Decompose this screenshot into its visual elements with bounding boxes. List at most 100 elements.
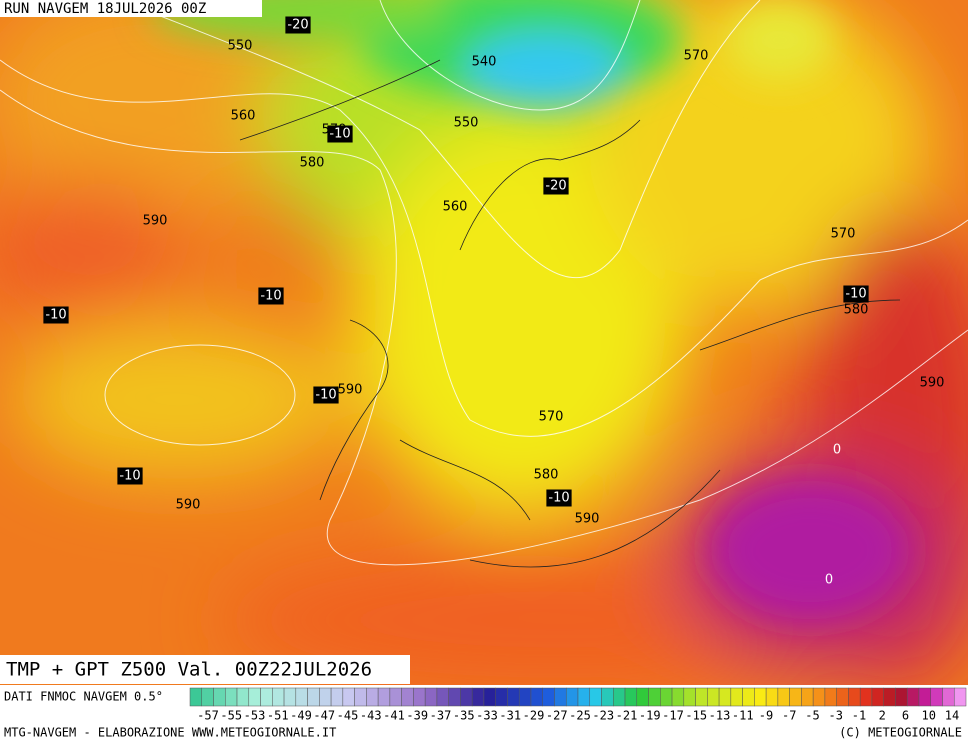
isotherm-label-box xyxy=(543,177,569,195)
contour-label: 540 xyxy=(472,55,497,70)
colorbar-label: -51 xyxy=(267,709,289,723)
isotherm-label-box xyxy=(327,125,353,143)
isotherm-label-box xyxy=(43,306,69,324)
colorbar-label: -37 xyxy=(430,709,452,723)
colorbar-label: -29 xyxy=(523,709,545,723)
isotherm-labels: -20 -20 -10 -10 -10 -10 -10 -10 -10 0 0 xyxy=(43,16,869,588)
colorbar-label: -1 xyxy=(852,709,866,723)
colorbar-label: -35 xyxy=(453,709,475,723)
colorbar-cell xyxy=(518,687,532,707)
isotherm-label-box xyxy=(313,386,339,404)
colorbar-cell xyxy=(777,687,790,707)
colorbar-label: -11 xyxy=(732,709,754,723)
contour-label: 580 xyxy=(844,303,869,318)
isotherm-label-box xyxy=(546,489,572,507)
colorbar-label: -49 xyxy=(290,709,312,723)
colorbar-cell xyxy=(225,687,238,707)
colorbar-cell xyxy=(342,687,355,707)
contour-label: 560 xyxy=(231,109,256,124)
colorbar-cell xyxy=(707,687,720,707)
colorbar-cell xyxy=(377,687,391,707)
colorbar-cell xyxy=(495,687,508,707)
colorbar-cell xyxy=(824,687,837,707)
colorbar-cell xyxy=(213,687,226,707)
colorbar-cell xyxy=(401,687,414,707)
isotherm-label-box xyxy=(285,16,311,34)
colorbar-cell xyxy=(366,687,379,707)
contour-label: 550 xyxy=(454,116,479,131)
contour-label: 570 xyxy=(831,227,856,242)
isohypse-labels: 550 540 570 560 570 550 580 560 590 570 … xyxy=(143,39,945,527)
colorbar-cell xyxy=(201,687,214,707)
colorbar-cell xyxy=(354,687,367,707)
isotherm-label: -10 xyxy=(329,127,350,142)
colorbar-label: -3 xyxy=(829,709,843,723)
isotherm-label-box xyxy=(258,287,284,305)
isotherm-label: -10 xyxy=(315,388,336,403)
contour-label: 590 xyxy=(338,383,363,398)
colorbar-cell xyxy=(507,687,520,707)
colorbar-label: 14 xyxy=(945,709,959,723)
coastlines xyxy=(239,59,901,568)
temperature-field xyxy=(0,0,968,690)
contour-label: 560 xyxy=(443,200,468,215)
footer-right: (C) METEOGIORNALE xyxy=(839,726,962,740)
colorbar-cell xyxy=(754,687,767,707)
colorbar-label: -53 xyxy=(244,709,266,723)
colorbar-cell xyxy=(248,687,261,707)
colorbar-cell xyxy=(624,687,638,707)
colorbar-cell xyxy=(765,687,779,707)
isotherm-label-box xyxy=(117,467,143,485)
colorbar-cell xyxy=(260,687,273,707)
colorbar-cell xyxy=(330,687,344,707)
colorbar-cell xyxy=(895,687,908,707)
run-box xyxy=(0,0,262,17)
colorbar-cell xyxy=(730,687,743,707)
colorbar-cell xyxy=(671,687,685,707)
colorbar-cell xyxy=(577,687,591,707)
colorbar-cell xyxy=(436,687,449,707)
isotherm-label: -20 xyxy=(287,18,308,33)
colorbar-cell xyxy=(530,687,543,707)
colorbar-cell xyxy=(272,687,285,707)
colorbar-label: -39 xyxy=(406,709,428,723)
contour-label: 590 xyxy=(920,376,945,391)
colorbar-cell xyxy=(660,687,673,707)
footer-left: MTG-NAVGEM - ELABORAZIONE WWW.METEOGIORN… xyxy=(4,726,336,740)
contour-label: 570 xyxy=(684,49,709,64)
colorbar-cell xyxy=(307,687,320,707)
colorbar-label: -41 xyxy=(383,709,405,723)
colorbar-cell xyxy=(648,687,661,707)
colorbar-label: -27 xyxy=(546,709,568,723)
colorbar-cell xyxy=(565,687,579,707)
isotherm-label: -10 xyxy=(119,469,140,484)
contour-label: 590 xyxy=(575,512,600,527)
colorbar-cell xyxy=(683,687,696,707)
colorbar-label: -7 xyxy=(782,709,796,723)
colorbar-cell xyxy=(236,687,250,707)
colorbar-cell xyxy=(601,687,614,707)
colorbar-cell xyxy=(812,687,826,707)
isotherm-label: -10 xyxy=(548,491,569,506)
legend-source: DATI FNMOC NAVGEM 0.5° xyxy=(4,690,163,704)
colorbar-cell xyxy=(554,687,567,707)
contour-label: 570 xyxy=(539,410,564,425)
contour-label: 550 xyxy=(228,39,253,54)
colorbar-cell xyxy=(742,687,755,707)
colorbar-cell xyxy=(848,687,861,707)
colorbar-label: -5 xyxy=(805,709,819,723)
colorbar-cell xyxy=(448,687,461,707)
contour-label: 590 xyxy=(176,498,201,513)
colorbar-cell xyxy=(918,687,931,707)
colorbar-cell xyxy=(836,687,849,707)
colorbar-cell xyxy=(295,687,308,707)
colorbar-cell xyxy=(636,687,649,707)
run-title: RUN NAVGEM 18JUL2026 00Z xyxy=(4,1,206,17)
colorbar-label: -19 xyxy=(639,709,661,723)
colorbar-label: -33 xyxy=(476,709,498,723)
isotherm-label: 0 xyxy=(833,443,841,458)
colorbar-cell xyxy=(413,687,426,707)
colorbar-cell xyxy=(589,687,602,707)
